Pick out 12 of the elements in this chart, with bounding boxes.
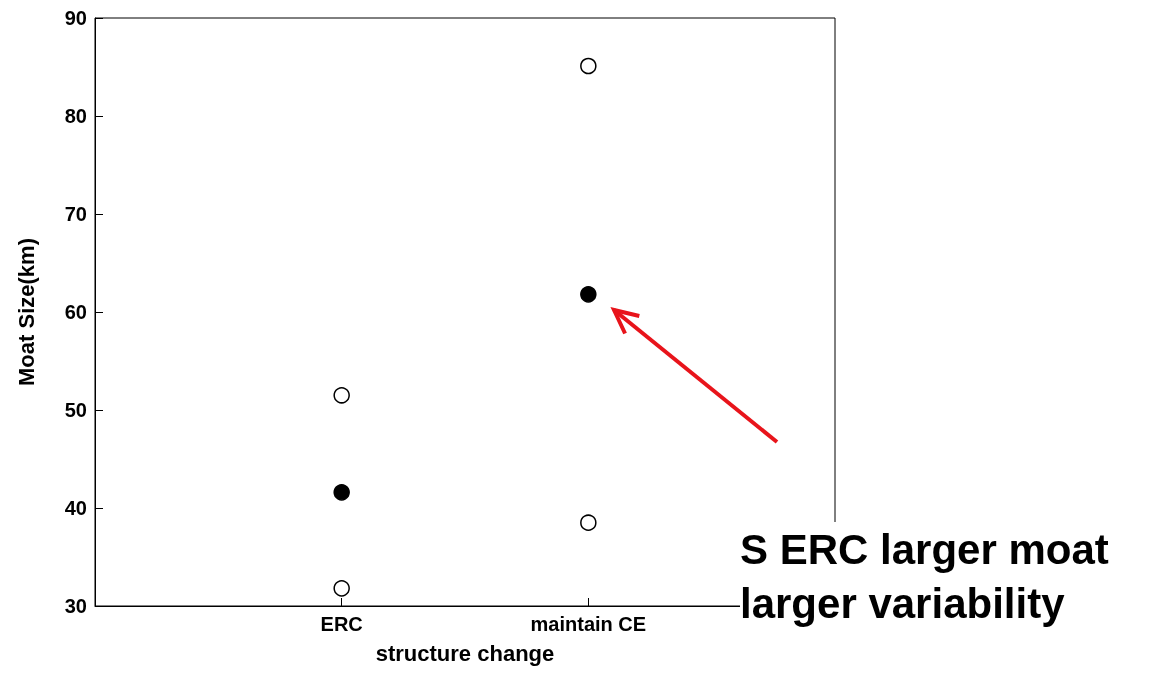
y-tick-label: 60	[64, 301, 87, 323]
x-tick-label: ERC	[320, 613, 363, 635]
y-tick-label: 30	[64, 595, 87, 617]
annotation: S ERC larger moat larger variability	[740, 525, 1109, 627]
x-tick-label: maintain CE	[530, 613, 647, 635]
x-axis-title: structure change	[375, 640, 555, 666]
y-tick-label: 50	[64, 399, 87, 421]
y-tick-label: 80	[64, 105, 87, 127]
y-tick-label: 90	[64, 7, 87, 29]
y-axis-title: Moat Size(km)	[13, 238, 39, 386]
y-tick-label: 40	[64, 497, 87, 519]
y-tick-label: 70	[64, 203, 87, 225]
